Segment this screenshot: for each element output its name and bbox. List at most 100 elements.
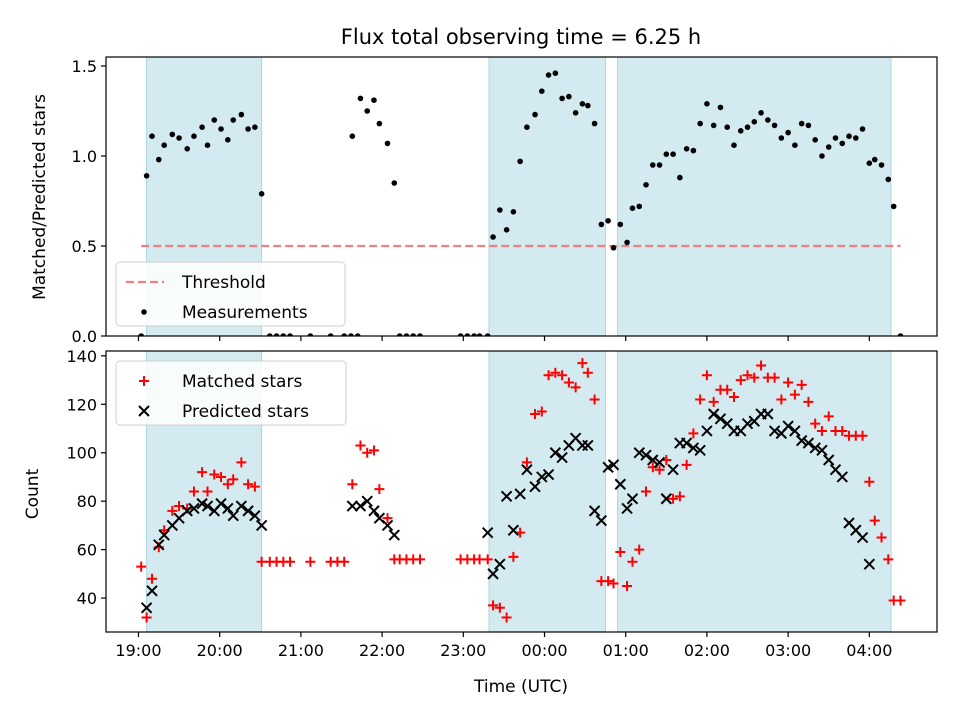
data-point — [501, 612, 512, 623]
data-point — [640, 449, 652, 461]
x-tick-label: 00:00 — [521, 641, 567, 660]
data-point — [181, 505, 193, 517]
y-tick-label: 100 — [66, 444, 97, 463]
data-point — [737, 128, 744, 134]
data-point — [697, 120, 703, 127]
data-point — [809, 442, 821, 454]
x-tick-label: 02:00 — [684, 641, 730, 660]
data-point — [819, 153, 825, 159]
x-tick-label: 20:00 — [197, 641, 243, 660]
data-point — [216, 471, 227, 482]
data-point — [823, 454, 835, 466]
data-point — [627, 556, 638, 567]
data-point — [607, 459, 620, 471]
data-point — [287, 333, 293, 336]
data-point — [245, 126, 251, 132]
data-point — [484, 333, 491, 336]
data-point — [476, 333, 483, 336]
data-point — [617, 221, 624, 228]
data-point — [626, 493, 639, 505]
plot-frame — [105, 350, 938, 633]
data-point — [869, 515, 880, 526]
data-point — [566, 93, 572, 100]
data-point — [742, 370, 753, 381]
data-point — [656, 162, 663, 168]
data-point — [243, 479, 254, 490]
data-point — [816, 425, 827, 436]
data-point — [643, 182, 649, 188]
data-point — [488, 600, 499, 611]
data-point — [222, 502, 234, 515]
data-point — [816, 444, 828, 457]
data-point — [457, 333, 464, 336]
data-point — [536, 406, 547, 417]
data-point — [653, 456, 666, 469]
data-point — [155, 156, 162, 163]
legend-label: Threshold — [181, 273, 266, 293]
data-point — [832, 135, 839, 141]
data-point — [464, 333, 471, 336]
data-point — [741, 417, 754, 430]
data-point — [197, 467, 208, 478]
data-point — [242, 505, 254, 517]
data-point — [883, 554, 894, 565]
data-point — [782, 420, 794, 432]
x-axis-label: Time (UTC) — [473, 677, 568, 697]
data-point — [633, 447, 645, 459]
data-point — [647, 454, 659, 466]
data-point — [670, 151, 676, 157]
data-point — [191, 133, 197, 139]
data-point — [497, 207, 503, 213]
data-point — [388, 529, 400, 541]
data-point — [610, 245, 617, 251]
data-point — [674, 491, 685, 502]
data-point — [622, 580, 633, 591]
y-tick-label: 0.5 — [72, 237, 97, 256]
data-point — [188, 486, 199, 497]
legend-box — [115, 360, 347, 426]
data-point — [371, 97, 377, 103]
data-point — [771, 122, 778, 129]
data-point — [481, 526, 494, 539]
data-point — [258, 191, 265, 197]
data-point — [391, 180, 398, 186]
data-point — [222, 479, 233, 490]
data-point — [579, 101, 586, 107]
data-point — [327, 333, 334, 336]
data-point — [542, 468, 555, 481]
data-point — [864, 476, 875, 487]
data-point — [507, 524, 520, 536]
data-point — [749, 372, 760, 383]
series-predicted-stars — [140, 408, 876, 614]
data-point — [598, 221, 605, 228]
data-point — [624, 239, 630, 246]
data-point — [357, 95, 364, 102]
data-point — [158, 529, 170, 541]
data-point — [731, 142, 737, 148]
data-point — [563, 377, 574, 388]
data-point — [717, 104, 724, 111]
data-point — [149, 133, 155, 139]
data-point — [211, 117, 218, 123]
data-point — [660, 493, 673, 505]
data-point — [376, 120, 383, 127]
data-point — [238, 111, 245, 118]
data-point — [201, 500, 214, 512]
data-point — [570, 382, 581, 393]
data-point — [550, 367, 561, 378]
data-point — [605, 218, 611, 224]
data-point — [227, 510, 239, 522]
data-point — [789, 425, 801, 437]
data-point — [722, 384, 733, 395]
data-point — [557, 370, 568, 381]
data-point — [810, 418, 821, 429]
data-point — [521, 463, 533, 476]
data-point — [636, 203, 643, 210]
y-tick-label: 120 — [66, 395, 97, 414]
data-point — [789, 389, 800, 400]
data-point — [549, 447, 562, 459]
data-point — [249, 510, 261, 522]
data-point — [184, 146, 191, 152]
data-point — [517, 158, 523, 165]
data-point — [508, 551, 519, 562]
